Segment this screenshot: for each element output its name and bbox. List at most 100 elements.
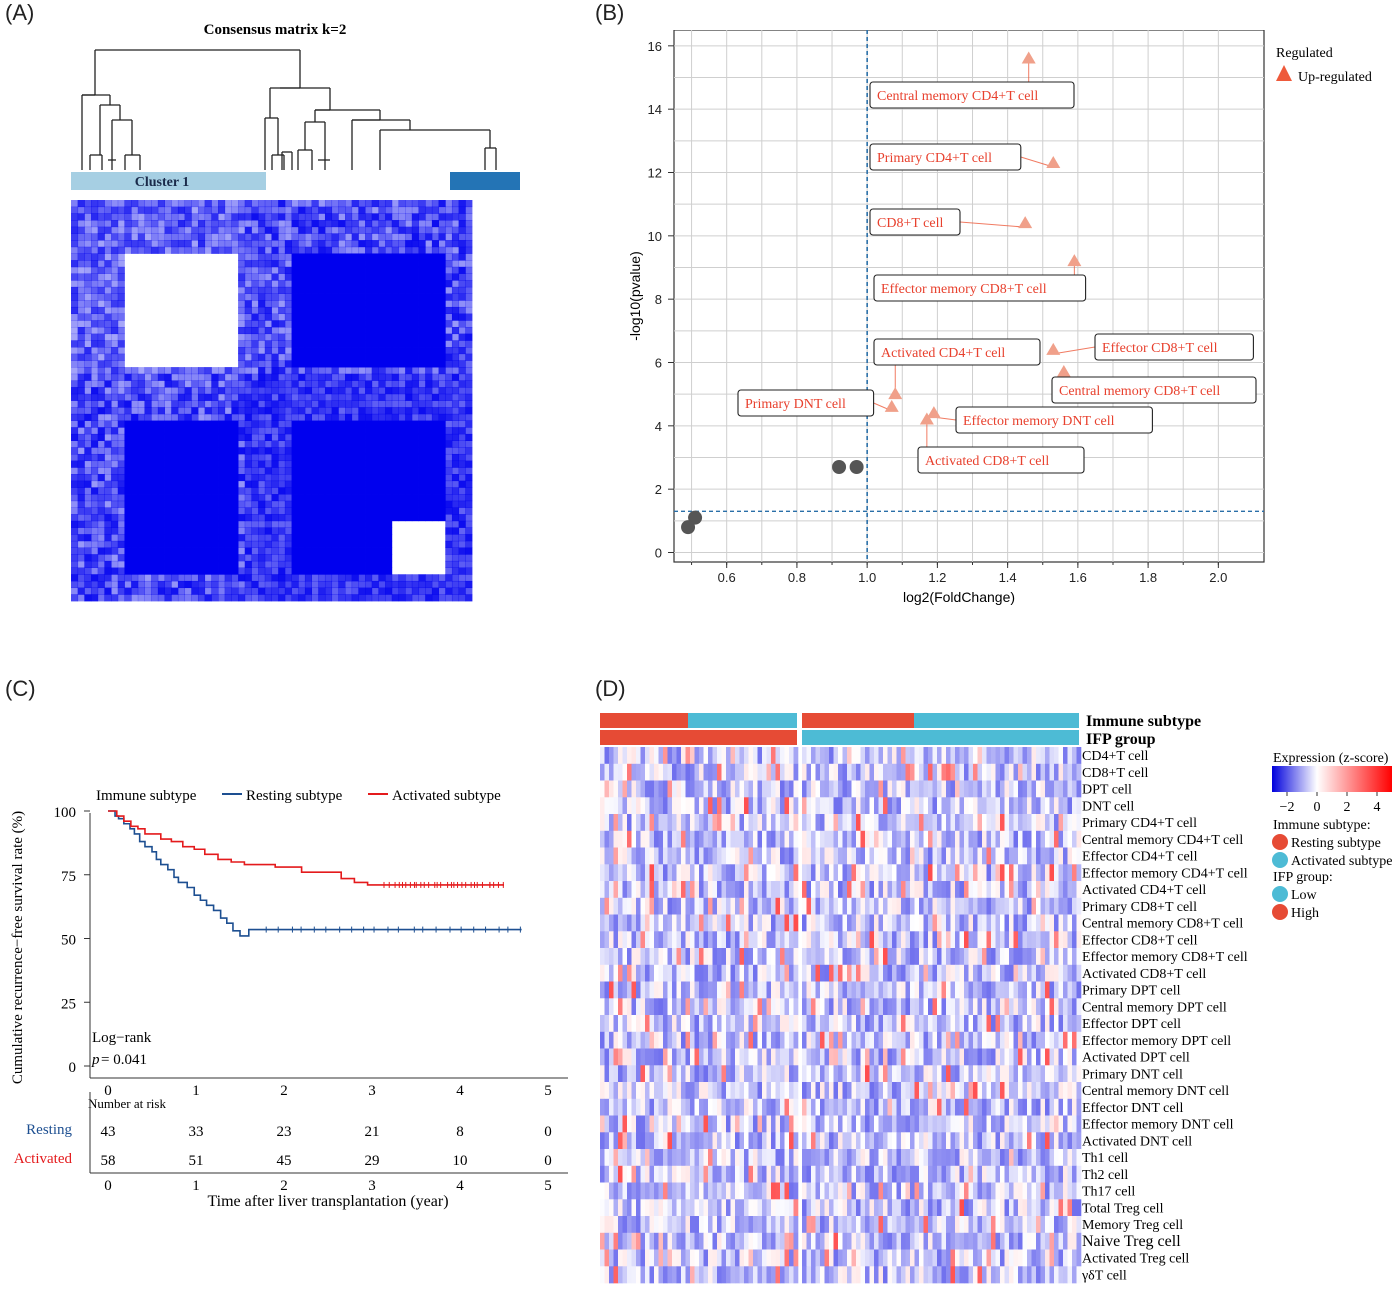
- matrix-cell: [459, 374, 466, 381]
- matrix-cell: [124, 514, 131, 521]
- matrix-cell: [111, 360, 118, 367]
- matrix-cell: [158, 407, 165, 414]
- heatmap-cell: [636, 797, 641, 814]
- heatmap-cell: [771, 982, 776, 999]
- matrix-cell: [278, 320, 285, 327]
- matrix-cell: [245, 314, 252, 321]
- matrix-cell: [265, 467, 272, 474]
- heatmap-cell: [767, 747, 772, 764]
- matrix-cell: [111, 467, 118, 474]
- matrix-cell: [392, 320, 399, 327]
- matrix-cell: [218, 334, 225, 341]
- matrix-cell: [131, 581, 138, 588]
- matrix-cell: [372, 441, 379, 448]
- matrix-cell: [285, 213, 292, 220]
- matrix-cell: [104, 327, 111, 334]
- matrix-cell: [332, 581, 339, 588]
- matrix-cell: [385, 380, 392, 387]
- heatmap-cell: [753, 781, 758, 798]
- matrix-cell: [185, 574, 192, 581]
- matrix-cell: [84, 320, 91, 327]
- heatmap-cell: [609, 965, 614, 982]
- matrix-cell: [425, 314, 432, 321]
- matrix-cell: [218, 380, 225, 387]
- matrix-cell: [104, 334, 111, 341]
- matrix-cell: [325, 367, 332, 374]
- heatmap-cell: [785, 848, 790, 865]
- matrix-cell: [145, 367, 152, 374]
- matrix-cell: [405, 527, 412, 534]
- risk-value: 43: [101, 1124, 116, 1140]
- matrix-cell: [104, 487, 111, 494]
- matrix-cell: [118, 447, 125, 454]
- matrix-cell: [439, 253, 446, 260]
- matrix-cell: [392, 427, 399, 434]
- heatmap-cell: [735, 831, 740, 848]
- matrix-cell: [298, 340, 305, 347]
- matrix-cell: [459, 287, 466, 294]
- matrix-cell: [405, 247, 412, 254]
- matrix-cell: [231, 374, 238, 381]
- x-tick-label: 4: [456, 1083, 464, 1099]
- matrix-cell: [419, 360, 426, 367]
- matrix-cell: [278, 401, 285, 408]
- matrix-cell: [412, 487, 419, 494]
- matrix-cell: [145, 441, 152, 448]
- matrix-cell: [124, 247, 131, 254]
- matrix-cell: [372, 287, 379, 294]
- heatmap-cell: [695, 1065, 700, 1082]
- matrix-cell: [131, 394, 138, 401]
- matrix-cell: [425, 220, 432, 227]
- matrix-cell: [205, 494, 212, 501]
- heatmap-cell: [654, 781, 659, 798]
- matrix-cell: [272, 454, 279, 461]
- heatmap-cell: [645, 982, 650, 999]
- heatmap-cell: [780, 1049, 785, 1066]
- matrix-cell: [285, 454, 292, 461]
- matrix-cell: [352, 287, 359, 294]
- matrix-cell: [332, 481, 339, 488]
- matrix-cell: [185, 200, 192, 207]
- matrix-cell: [378, 314, 385, 321]
- heatmap-cell: [605, 1049, 610, 1066]
- matrix-cell: [218, 374, 225, 381]
- matrix-cell: [258, 327, 265, 334]
- matrix-cell: [84, 561, 91, 568]
- heatmap-cell: [794, 1065, 799, 1082]
- matrix-cell: [459, 527, 466, 534]
- matrix-cell: [445, 494, 452, 501]
- matrix-cell: [231, 561, 238, 568]
- matrix-cell: [171, 588, 178, 595]
- matrix-cell: [445, 407, 452, 414]
- heatmap-cell: [618, 898, 623, 915]
- matrix-cell: [78, 240, 85, 247]
- matrix-cell: [165, 213, 172, 220]
- matrix-cell: [419, 588, 426, 595]
- heatmap-cell: [663, 915, 668, 932]
- matrix-cell: [338, 541, 345, 548]
- matrix-cell: [251, 467, 258, 474]
- heatmap-cell: [600, 982, 605, 999]
- heatmap-cell: [771, 1132, 776, 1149]
- matrix-cell: [205, 280, 212, 287]
- heatmap-cell: [668, 1149, 673, 1166]
- matrix-cell: [372, 380, 379, 387]
- matrix-cell: [145, 581, 152, 588]
- matrix-cell: [205, 240, 212, 247]
- heatmap-cell: [713, 814, 718, 831]
- matrix-cell: [465, 380, 472, 387]
- matrix-cell: [459, 467, 466, 474]
- matrix-cell: [345, 401, 352, 408]
- matrix-cell: [352, 227, 359, 234]
- matrix-cell: [138, 414, 145, 421]
- matrix-cell: [225, 220, 232, 227]
- matrix-cell: [258, 401, 265, 408]
- matrix-cell: [198, 494, 205, 501]
- heatmap-cell: [726, 1065, 731, 1082]
- matrix-cell: [124, 454, 131, 461]
- matrix-cell: [251, 200, 258, 207]
- matrix-cell: [225, 481, 232, 488]
- matrix-cell: [278, 541, 285, 548]
